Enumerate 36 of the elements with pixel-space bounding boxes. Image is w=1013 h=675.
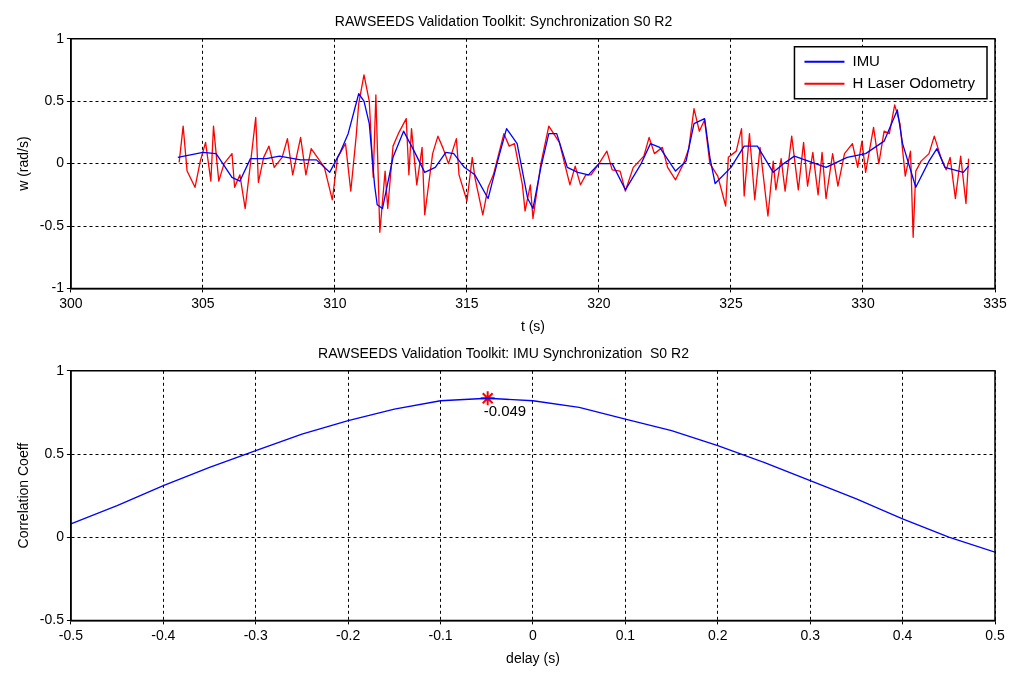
x-tick-label: 0.5 <box>985 626 1005 643</box>
x-tick-label: 325 <box>719 294 743 311</box>
y-tick-label: -1 <box>51 279 65 296</box>
x-tick-label: -0.2 <box>336 626 361 643</box>
x-tick-label: 0.1 <box>615 626 636 643</box>
x-tick-label: -0.4 <box>151 626 176 643</box>
x-tick-label: 0.3 <box>800 626 821 643</box>
y-tick-label: 0.5 <box>44 444 65 461</box>
y-tick-label: -0.5 <box>39 216 65 233</box>
x-tick-label: 310 <box>323 294 347 311</box>
x-tick-label: 305 <box>191 294 215 311</box>
legend-label: IMU <box>852 51 880 69</box>
x-axis-title: t (s) <box>520 318 546 335</box>
x-tick-label: 0.4 <box>892 626 913 643</box>
y-tick-label: 1 <box>56 361 65 378</box>
x-tick-label: 0.2 <box>708 626 728 643</box>
x-axis-title: delay (s) <box>506 650 560 667</box>
x-tick-label: 315 <box>455 294 479 311</box>
y-tick-label: 0 <box>56 154 65 171</box>
x-tick-label: 335 <box>983 294 1007 311</box>
y-tick-label: 1 <box>56 29 65 46</box>
x-tick-label: 320 <box>587 294 611 311</box>
x-tick-label: 300 <box>59 294 83 311</box>
y-tick-label: 0.5 <box>44 92 65 109</box>
y-tick-label: 0 <box>56 528 65 545</box>
chart-title: RAWSEEDS Validation Toolkit: IMU Synchronization S0 R2 <box>318 345 690 362</box>
x-tick-label: -0.3 <box>243 626 269 643</box>
x-tick-label: 0 <box>529 626 538 643</box>
annotation: -0.049 <box>483 401 527 419</box>
y-axis-title: Correlation Coeff <box>15 442 32 549</box>
x-tick-label: 330 <box>851 294 875 311</box>
y-axis-title: w (rad/s) <box>15 136 32 192</box>
chart-title: RAWSEEDS Validation Toolkit: Synchronization S0 R2 <box>334 13 673 30</box>
legend-label: H Laser Odometry <box>852 73 976 91</box>
y-tick-label: -0.5 <box>39 611 65 628</box>
x-tick-label: -0.1 <box>428 626 453 643</box>
